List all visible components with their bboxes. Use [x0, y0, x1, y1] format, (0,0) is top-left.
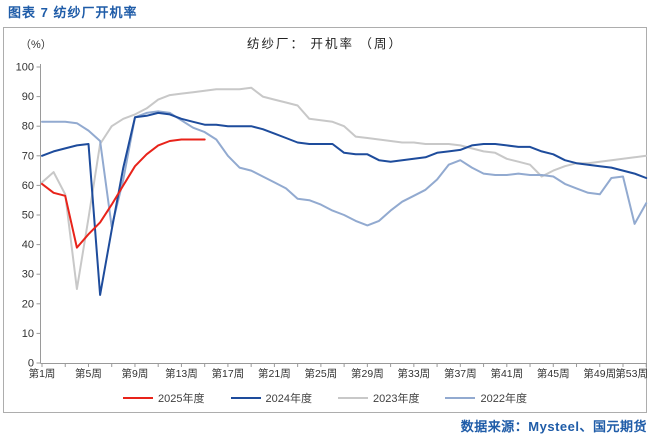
- y-tick-label: 90: [22, 91, 34, 103]
- legend-item: 2023年度: [338, 390, 419, 406]
- y-tick-label: 30: [22, 269, 34, 281]
- legend-label: 2023年度: [373, 393, 420, 405]
- chart-title: 纺纱厂： 开机率 （周）: [247, 37, 403, 51]
- legend-swatch-icon: [230, 397, 261, 399]
- legend-label: 2024年度: [265, 393, 312, 405]
- legend-swatch-icon: [445, 397, 476, 399]
- legend-label: 2022年度: [480, 393, 527, 405]
- x-tick-label: 第1周: [29, 367, 56, 380]
- y-tick-label: 40: [22, 239, 34, 251]
- series-line-2024年度: [41, 111, 648, 296]
- x-tick-label: 第13周: [165, 367, 198, 380]
- legend-item: 2025年度: [123, 390, 205, 406]
- legend-item: 2024年度: [230, 390, 312, 406]
- series-line-2023年度: [41, 86, 648, 290]
- x-tick-label: 第33周: [397, 367, 430, 380]
- y-tick-label: 60: [22, 180, 34, 192]
- y-tick-label: 80: [22, 121, 34, 133]
- chart-legend: 2025年度 2024年度 2023年度 2022年度: [3, 390, 647, 406]
- y-tick-label: 100: [16, 62, 34, 74]
- x-tick-label: 第21周: [258, 367, 291, 380]
- y-tick-label: 70: [22, 150, 34, 162]
- x-tick-label: 第17周: [212, 367, 245, 380]
- page-title: 图表 7 纺纱厂开机率: [8, 5, 138, 20]
- y-tick-label: 50: [22, 210, 34, 222]
- x-tick-label: 第45周: [537, 367, 570, 380]
- series-line-2022年度: [41, 110, 648, 228]
- legend-item: 2022年度: [445, 390, 527, 406]
- x-tick-label: 第25周: [305, 367, 338, 380]
- y-tick-label: 20: [22, 298, 34, 310]
- x-tick-label: 第49周: [583, 367, 616, 380]
- y-tick-label: 10: [22, 328, 34, 340]
- legend-swatch-icon: [338, 397, 368, 399]
- x-tick-label: 第41周: [490, 367, 523, 380]
- x-tick-label: 第9周: [122, 367, 149, 380]
- series-line-2025年度: [41, 138, 206, 249]
- x-tick-label: 第37周: [444, 367, 477, 380]
- x-tick-label: 第53周: [615, 367, 648, 380]
- legend-label: 2025年度: [158, 393, 205, 405]
- legend-swatch-icon: [123, 397, 154, 399]
- y-tick-label: 0: [28, 358, 34, 370]
- data-source-note: 数据来源：Mysteel、国元期货: [460, 419, 647, 434]
- x-tick-label: 第5周: [75, 367, 102, 380]
- x-tick-label: 第29周: [351, 367, 384, 380]
- y-axis-unit-label: （%）: [20, 39, 52, 51]
